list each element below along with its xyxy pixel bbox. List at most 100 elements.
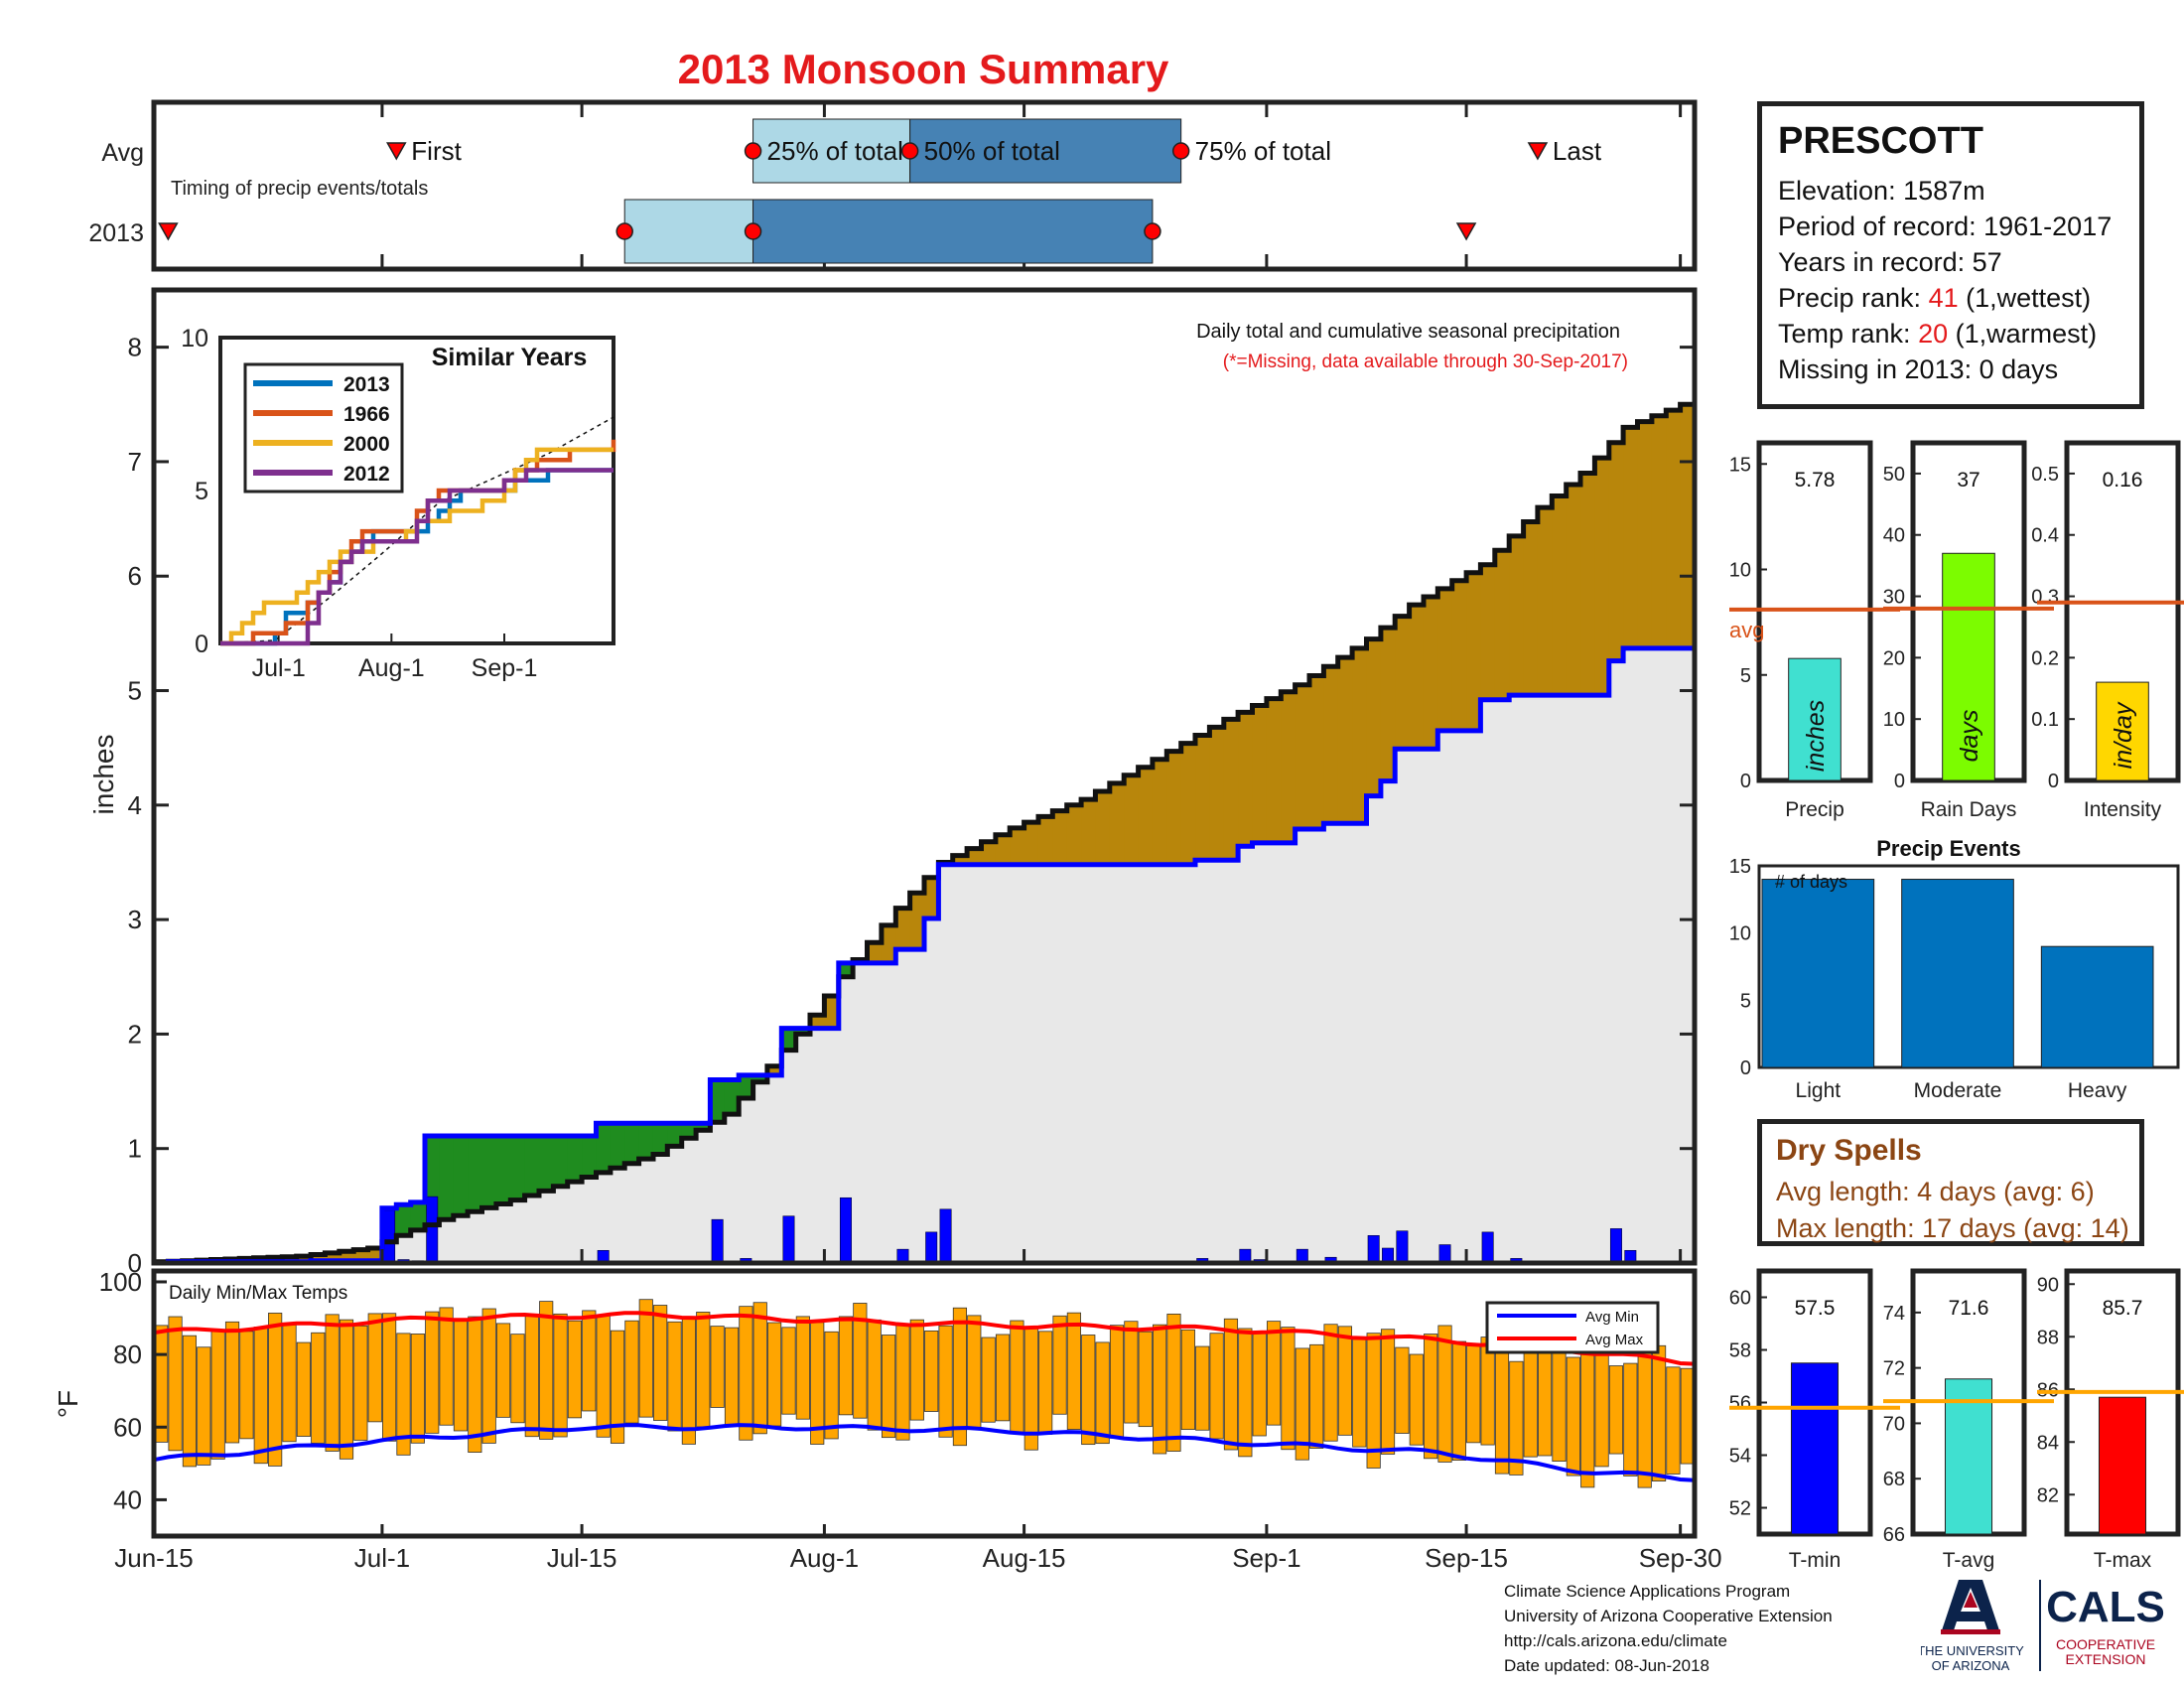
below-average-fill <box>311 1254 327 1261</box>
ua-line-2: OF ARIZONA <box>1932 1658 2010 1673</box>
daily-temp-bar <box>1608 1365 1624 1455</box>
inset-ytick-label: 5 <box>195 478 208 505</box>
daily-temp-bar <box>867 1319 882 1431</box>
daily-temp-bar <box>838 1316 854 1416</box>
daily-temp-bar <box>410 1334 425 1444</box>
dry-avg-length: Avg length: 4 days (avg: 6) <box>1776 1177 2095 1206</box>
below-average-fill <box>1680 404 1696 648</box>
temps-title: Daily Min/Max Temps <box>169 1283 347 1304</box>
temp-summary-ytick-label: 58 <box>1729 1340 1751 1362</box>
legend-avg-max-label: Avg Max <box>1585 1332 1644 1348</box>
below-average-fill <box>867 942 883 963</box>
daily-temp-bar <box>1124 1321 1139 1424</box>
events-category-label: Heavy <box>2068 1079 2127 1102</box>
cumulative-ytick-label: 7 <box>128 447 142 477</box>
footer-line-4: Date updated: 08-Jun-2018 <box>1504 1656 1709 1675</box>
temp-rank-suffix: (1,warmest) <box>1948 319 2098 349</box>
cumulative-ytick-label: 1 <box>128 1134 142 1164</box>
timing-25-label: 25% of total <box>767 136 903 166</box>
below-average-fill <box>1594 458 1610 696</box>
timing-first-last-marker <box>1527 142 1549 161</box>
daily-temp-bar <box>1509 1360 1524 1476</box>
daily-temp-bar <box>1180 1329 1195 1431</box>
date-tick-label: Aug-15 <box>983 1543 1066 1573</box>
events-bar <box>1901 879 2014 1068</box>
daily-precip-bar <box>925 1231 938 1264</box>
below-average-fill <box>296 1256 312 1262</box>
temps-chart: 40 60 80 100 Daily Min/Max Temps °F Avg Min… <box>53 1267 1698 1539</box>
summary-ytick-label: 10 <box>1729 560 1751 582</box>
inset-xtick-label: Jul-1 <box>252 654 306 682</box>
inset-xtick-label: Aug-1 <box>358 654 425 682</box>
footer-line-3[interactable]: http://cals.arizona.edu/climate <box>1504 1631 1727 1650</box>
below-average-fill <box>325 1252 341 1261</box>
elevation-text: Elevation: 1587m <box>1778 176 1985 206</box>
events-ytick-label: 15 <box>1729 856 1751 878</box>
footer: Climate Science Applications Program Uni… <box>1504 1579 1833 1678</box>
timing-last-label: Last <box>1553 136 1602 166</box>
timing-first-label: First <box>411 136 462 166</box>
below-average-fill <box>1537 507 1553 696</box>
temps-ytick-label: 40 <box>113 1484 142 1514</box>
above-average-fill <box>396 1204 412 1236</box>
summary-xlabel: Rain Days <box>1921 798 2017 821</box>
temps-plot-bg <box>154 1271 1695 1536</box>
below-average-fill <box>995 834 1011 865</box>
temp-summary-xlabel: T-avg <box>1943 1549 1995 1572</box>
daily-temp-bar <box>967 1315 982 1430</box>
daily-temp-bar <box>596 1315 611 1438</box>
cumulative-frame <box>151 287 1698 1266</box>
dry-spells-title: Dry Spells <box>1776 1134 1922 1167</box>
date-tick-label: Aug-1 <box>790 1543 859 1573</box>
timing-percentile-dot <box>744 222 762 240</box>
normal-precip-fill <box>154 647 1695 1263</box>
below-average-fill <box>1323 666 1339 824</box>
summary-ytick-label: 10 <box>1883 709 1905 731</box>
events-category-label: Moderate <box>1914 1079 2002 1102</box>
below-average-fill <box>1651 415 1667 648</box>
inset-xtick-label: Sep-1 <box>472 654 538 682</box>
daily-temp-bar <box>1081 1335 1096 1446</box>
temp-summary-ytick-label: 72 <box>1883 1358 1905 1380</box>
below-average-fill <box>1166 751 1182 865</box>
dry-spells-box: Dry Spells Avg length: 4 days (avg: 6) M… <box>1757 1119 2144 1246</box>
daily-temp-bar <box>1366 1333 1381 1469</box>
station-name: PRESCOTT <box>1778 120 1983 162</box>
daily-temp-bar <box>810 1322 825 1445</box>
below-average-fill <box>1380 628 1396 781</box>
daily-temp-bar <box>681 1316 696 1445</box>
temp-summary-ytick-label: 52 <box>1729 1498 1751 1520</box>
temp-summary-ytick-label: 66 <box>1883 1524 1905 1546</box>
daily-temp-bar <box>524 1315 539 1438</box>
timing-box-50-75 <box>909 118 1182 184</box>
temp-summary-ytick-label: 90 <box>2037 1274 2059 1296</box>
daily-temp-bar <box>1052 1315 1067 1415</box>
timing-percentile-dot <box>1171 142 1190 160</box>
timing-first-last-marker <box>158 222 179 241</box>
daily-temp-bar <box>752 1302 767 1435</box>
below-average-fill <box>766 1065 782 1075</box>
timing-row-2013: 2013 <box>88 219 144 247</box>
daily-temp-bar <box>696 1312 711 1428</box>
above-average-fill <box>710 1079 726 1123</box>
summary-bar-unit-label: inches <box>1802 700 1830 772</box>
daily-temp-bar <box>667 1321 682 1432</box>
above-average-fill <box>510 1136 526 1200</box>
daily-temp-bar <box>895 1324 910 1441</box>
below-average-fill <box>1095 790 1111 865</box>
summary-ytick-label: 0.4 <box>2031 525 2059 547</box>
above-average-fill <box>582 1136 598 1178</box>
cumulative-ytick-label: 5 <box>128 676 142 706</box>
daily-temp-bar <box>881 1335 896 1439</box>
temp-summary-xlabel: T-max <box>2094 1549 2152 1572</box>
station-info-box: PRESCOTT Elevation: 1587m Period of reco… <box>1757 101 2144 409</box>
below-average-fill <box>1266 698 1282 843</box>
below-average-fill <box>1523 521 1539 696</box>
daily-temp-bar <box>1209 1333 1224 1440</box>
inset-legend-label: 2013 <box>343 373 390 396</box>
below-average-fill <box>810 1015 826 1029</box>
temp-summary-ytick-label: 88 <box>2037 1327 2059 1348</box>
below-average-fill <box>1309 675 1324 830</box>
daily-temp-bar <box>1095 1341 1110 1445</box>
